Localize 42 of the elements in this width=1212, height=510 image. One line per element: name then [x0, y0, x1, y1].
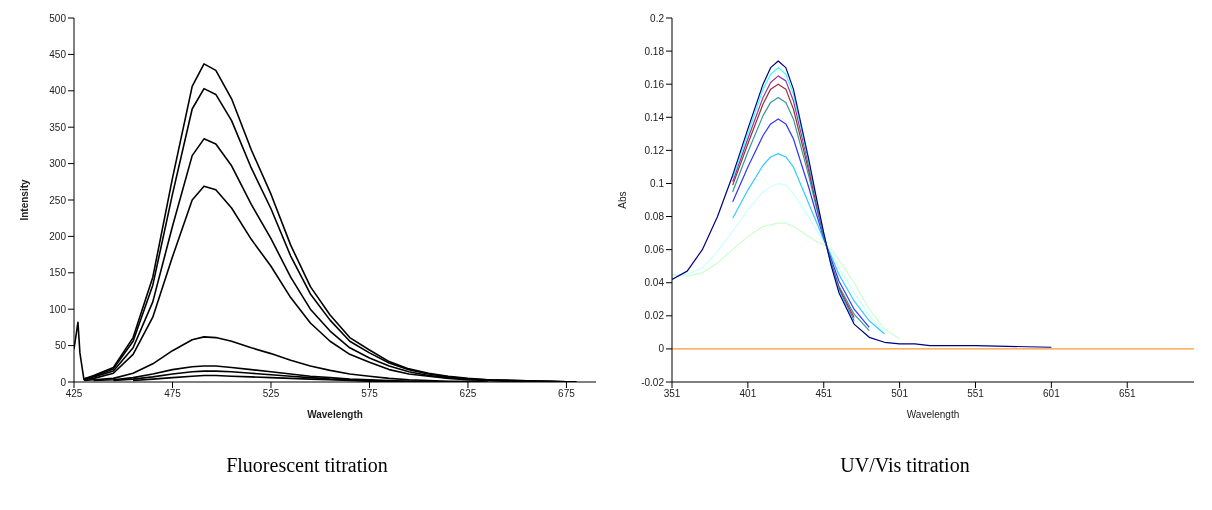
x-tick-label: 475 [164, 388, 182, 400]
y-tick-label: 300 [49, 158, 67, 170]
y-tick-label: 50 [54, 340, 67, 352]
y-tick-label: 350 [49, 121, 67, 133]
y-axis-title: Abs [616, 191, 628, 209]
x-axis-title: Wavelength [906, 409, 960, 420]
y-tick-label: -0.02 [641, 376, 665, 388]
y-tick-label: 0.18 [644, 45, 665, 57]
y-tick-label: 400 [49, 85, 67, 97]
y-tick-label: 0 [60, 376, 67, 388]
x-tick-label: 601 [1043, 388, 1061, 400]
x-tick-label: 551 [967, 388, 985, 400]
y-tick-label: 200 [49, 230, 67, 242]
x-tick-label: 625 [459, 388, 477, 400]
y-tick-label: 0.02 [644, 310, 665, 322]
y-tick-label: 100 [49, 303, 67, 315]
x-tick-label: 501 [891, 388, 909, 400]
y-tick-label: 0.12 [644, 144, 665, 156]
text: Fluorescent titration [225, 454, 389, 477]
y-tick-label: 0.2 [650, 12, 665, 24]
y-tick-label: 0.14 [644, 111, 665, 123]
y-tick-label: 250 [49, 194, 67, 206]
x-tick-label: 425 [65, 388, 83, 400]
y-tick-label: 450 [49, 48, 67, 60]
x-tick-label: 651 [1118, 388, 1137, 400]
x-tick-label: 675 [558, 388, 576, 400]
text: UV/Vis titration [839, 454, 971, 477]
x-tick-label: 575 [361, 388, 379, 400]
x-tick-label: 451 [815, 388, 833, 400]
y-tick-label: 0.16 [644, 78, 665, 90]
x-axis-title: Wavelength [307, 409, 363, 420]
y-tick-label: 150 [49, 267, 67, 279]
y-axis-title: Intensity [18, 179, 30, 221]
y-tick-label: 500 [49, 12, 67, 24]
y-tick-label: 0 [658, 343, 665, 355]
y-tick-label: 0.08 [644, 211, 665, 223]
y-tick-label: 0.04 [644, 277, 665, 289]
x-tick-label: 525 [262, 388, 280, 400]
y-tick-label: 0.1 [650, 178, 665, 189]
x-tick-label: 351 [663, 388, 681, 400]
y-tick-label: 0.06 [644, 244, 665, 256]
x-tick-label: 401 [739, 388, 757, 400]
